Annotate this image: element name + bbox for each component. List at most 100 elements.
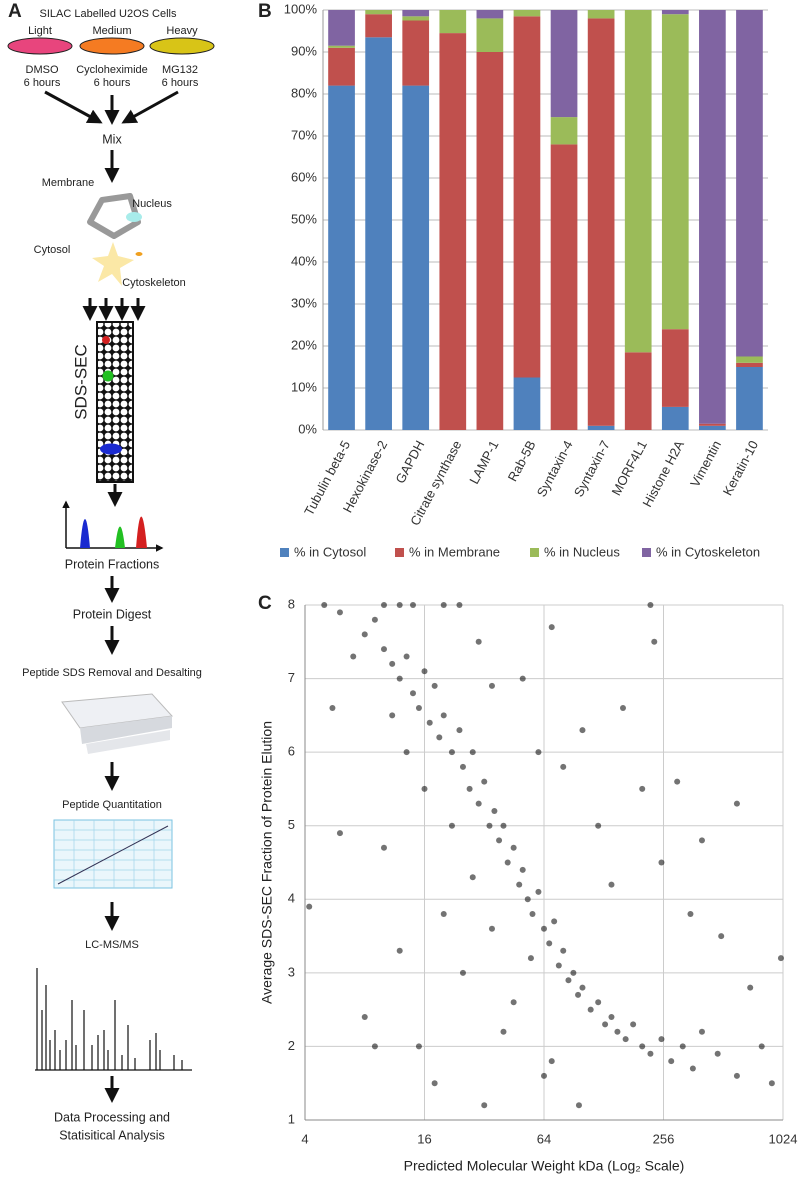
point <box>560 763 567 770</box>
x-tick-label: 1024 <box>769 1131 798 1146</box>
y-tick-label: 1 <box>288 1111 295 1126</box>
x-axis-label: Predicted Molecular Weight kDa (Log₂ Sca… <box>404 1158 685 1174</box>
panel-label: B <box>258 1 272 22</box>
point <box>510 999 517 1006</box>
point <box>321 602 328 608</box>
point <box>668 1058 675 1065</box>
bar-segment <box>402 16 430 21</box>
point <box>350 653 357 660</box>
compartment-label: Cytoskeleton <box>122 277 186 289</box>
x-tick-label: LAMP-1 <box>466 438 501 487</box>
y-tick-label: 60% <box>291 169 317 184</box>
point <box>687 911 694 917</box>
point <box>415 705 422 711</box>
step-label: Peptide SDS Removal and Desalting <box>22 667 202 679</box>
y-tick-label: 90% <box>291 43 317 58</box>
y-tick-label: 10% <box>291 379 317 394</box>
y-tick-label: 50% <box>291 211 317 226</box>
cytosol-shape <box>92 242 134 286</box>
dish-label: Heavy <box>166 25 198 37</box>
point <box>548 624 555 631</box>
point <box>488 682 495 689</box>
point <box>658 859 665 866</box>
bar-segment <box>402 85 430 430</box>
point <box>529 911 536 917</box>
dish <box>7 37 73 55</box>
point <box>440 911 447 917</box>
dish <box>79 37 145 55</box>
y-tick-label: 100% <box>284 1 318 16</box>
point <box>527 955 534 962</box>
duration: 6 hours <box>162 77 199 89</box>
point <box>579 984 586 991</box>
arrows <box>44 90 179 1103</box>
point <box>658 1036 665 1043</box>
bar-segment <box>365 10 392 15</box>
treatment: Cycloheximide <box>76 64 148 76</box>
legend-swatch <box>642 548 651 557</box>
point <box>535 888 542 895</box>
bar-segment <box>699 10 726 424</box>
bar-segment <box>365 14 392 38</box>
y-tick-label: 40% <box>291 253 317 268</box>
point <box>768 1080 775 1087</box>
point <box>651 638 658 645</box>
point <box>440 712 447 719</box>
point <box>500 822 507 829</box>
bar-segment <box>587 10 615 19</box>
point <box>456 727 463 734</box>
y-tick-label: 20% <box>291 337 317 352</box>
bar-segment <box>550 144 578 430</box>
point <box>403 749 410 756</box>
legend-swatch <box>395 548 404 557</box>
y-tick-label: 30% <box>291 295 317 310</box>
point <box>361 1014 368 1020</box>
sec-column <box>96 321 134 483</box>
point <box>481 1102 488 1109</box>
point <box>777 955 784 962</box>
bar-segment <box>402 20 430 86</box>
legend-label: % in Cytosol <box>294 544 366 559</box>
x-tick-label: GAPDH <box>392 438 427 486</box>
legend-swatch <box>530 548 539 557</box>
cytoskeleton-shape <box>135 252 143 256</box>
point <box>380 844 387 851</box>
bar-segment <box>439 33 467 430</box>
step-label: Statisitical Analysis <box>59 1128 165 1142</box>
point <box>747 984 754 991</box>
treatment: MG132 <box>162 64 198 76</box>
legend-label: % in Cytoskeleton <box>656 544 760 559</box>
point <box>639 1043 646 1050</box>
peak <box>115 526 125 548</box>
compartment-label: Membrane <box>42 177 95 189</box>
point <box>698 837 705 844</box>
point <box>619 705 626 711</box>
treatment: DMSO <box>26 64 59 76</box>
bar-segment <box>476 52 504 430</box>
step-label: Protein Digest <box>73 607 152 621</box>
bar-segment <box>699 423 726 426</box>
x-tick-label: Vimentin <box>687 438 724 489</box>
x-tick-label: Rab-5B <box>505 438 539 484</box>
point <box>481 778 488 785</box>
point <box>519 675 526 682</box>
y-tick-label: 2 <box>288 1038 295 1053</box>
point <box>758 1043 765 1050</box>
x-tick-label: 16 <box>417 1131 431 1146</box>
point <box>733 800 740 807</box>
point <box>595 822 602 829</box>
point <box>551 918 558 925</box>
membrane-shape <box>87 193 141 239</box>
point <box>718 933 725 940</box>
x-tick-label: MORF4L1 <box>608 438 649 498</box>
point <box>647 1050 654 1057</box>
bar-segment <box>736 356 763 363</box>
bar-segment <box>328 85 355 430</box>
quant-line <box>57 825 169 885</box>
y-tick-label: 5 <box>288 817 295 832</box>
plate-tips <box>86 730 170 754</box>
point <box>459 969 466 976</box>
bar-segment <box>476 10 504 19</box>
point <box>329 705 336 711</box>
